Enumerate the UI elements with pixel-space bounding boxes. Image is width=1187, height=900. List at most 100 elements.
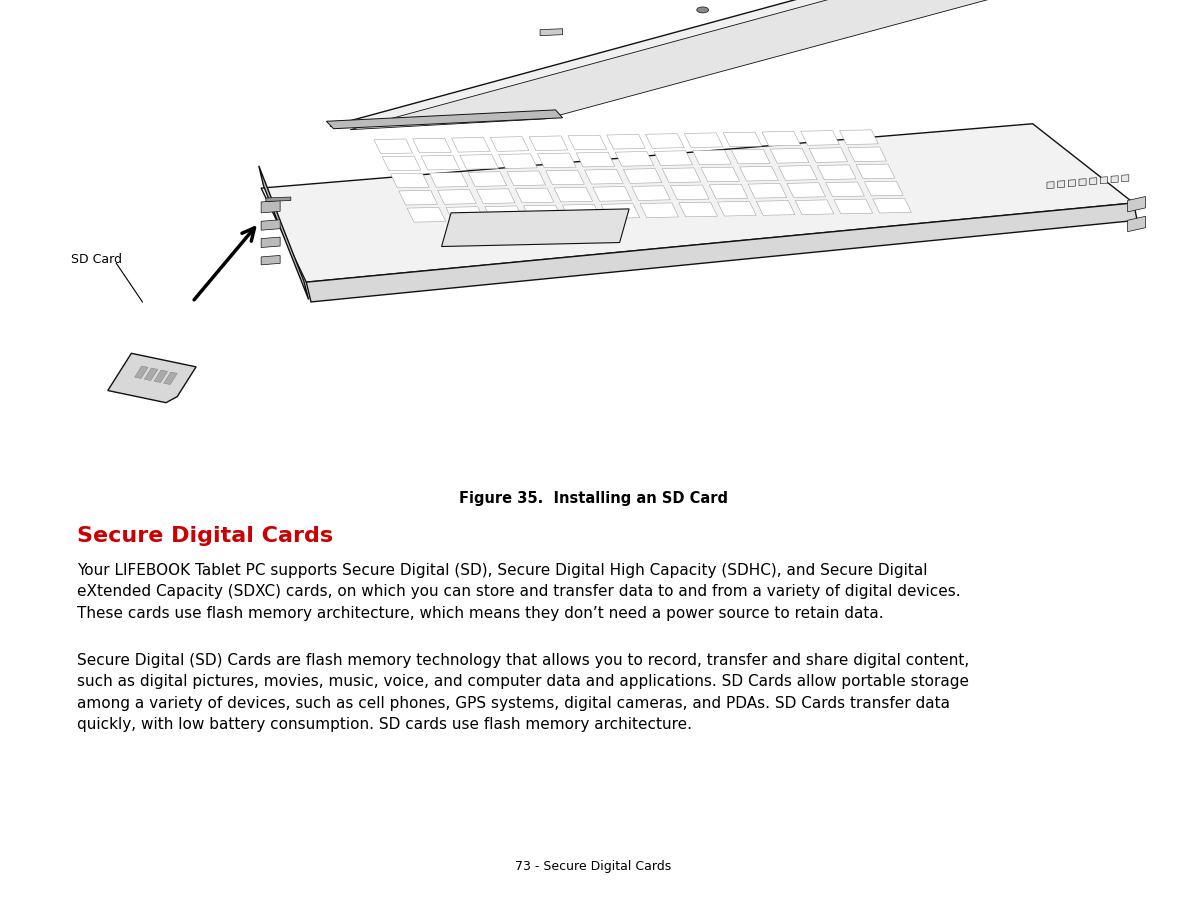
Polygon shape xyxy=(654,151,692,166)
Polygon shape xyxy=(762,131,800,146)
Polygon shape xyxy=(756,201,795,215)
Polygon shape xyxy=(693,150,731,165)
Polygon shape xyxy=(592,186,631,202)
Polygon shape xyxy=(787,183,825,197)
Polygon shape xyxy=(330,0,1074,126)
Polygon shape xyxy=(723,132,762,147)
Polygon shape xyxy=(523,205,563,220)
Polygon shape xyxy=(145,368,158,381)
Polygon shape xyxy=(413,139,451,153)
Polygon shape xyxy=(546,170,584,184)
Polygon shape xyxy=(671,185,709,200)
Polygon shape xyxy=(740,166,779,181)
Polygon shape xyxy=(839,130,878,145)
Polygon shape xyxy=(261,201,280,213)
Polygon shape xyxy=(261,256,280,265)
Polygon shape xyxy=(476,189,515,203)
Polygon shape xyxy=(459,155,499,169)
Polygon shape xyxy=(350,0,1060,130)
Polygon shape xyxy=(748,184,787,198)
Ellipse shape xyxy=(697,7,709,13)
Polygon shape xyxy=(607,134,646,149)
Polygon shape xyxy=(266,197,291,202)
Polygon shape xyxy=(326,110,563,129)
Polygon shape xyxy=(615,151,654,166)
Polygon shape xyxy=(795,200,833,214)
Polygon shape xyxy=(306,203,1137,302)
Polygon shape xyxy=(646,133,684,148)
Text: Secure Digital (SD) Cards are flash memory technology that allows you to record,: Secure Digital (SD) Cards are flash memo… xyxy=(77,652,970,733)
Text: 73 - Secure Digital Cards: 73 - Secure Digital Cards xyxy=(515,860,672,873)
Text: Secure Digital Cards: Secure Digital Cards xyxy=(77,526,334,546)
Polygon shape xyxy=(770,148,808,163)
Text: Figure 35.  Installing an SD Card: Figure 35. Installing an SD Card xyxy=(459,491,728,506)
Polygon shape xyxy=(554,187,592,202)
Polygon shape xyxy=(399,190,438,205)
Polygon shape xyxy=(731,149,770,164)
Polygon shape xyxy=(529,136,567,150)
Polygon shape xyxy=(490,137,529,151)
Polygon shape xyxy=(108,354,196,402)
Polygon shape xyxy=(1068,180,1075,186)
Polygon shape xyxy=(702,167,740,182)
Polygon shape xyxy=(451,138,490,152)
Polygon shape xyxy=(1079,179,1086,185)
Polygon shape xyxy=(538,153,576,167)
Polygon shape xyxy=(1128,216,1145,231)
Polygon shape xyxy=(563,204,601,219)
Polygon shape xyxy=(710,184,748,199)
Polygon shape xyxy=(442,209,629,247)
Polygon shape xyxy=(718,202,756,216)
Polygon shape xyxy=(779,166,817,180)
Polygon shape xyxy=(679,202,717,217)
Polygon shape xyxy=(1090,177,1097,184)
Polygon shape xyxy=(446,207,484,221)
Polygon shape xyxy=(818,165,856,179)
Polygon shape xyxy=(391,173,430,188)
Polygon shape xyxy=(567,135,607,149)
Text: SD Card: SD Card xyxy=(71,254,122,266)
Polygon shape xyxy=(801,130,839,145)
Polygon shape xyxy=(631,185,671,201)
Polygon shape xyxy=(623,168,662,184)
Polygon shape xyxy=(848,147,887,162)
Polygon shape xyxy=(430,173,468,187)
Polygon shape xyxy=(856,164,895,179)
Polygon shape xyxy=(499,154,538,168)
Polygon shape xyxy=(872,198,912,213)
Polygon shape xyxy=(864,181,903,196)
Polygon shape xyxy=(468,172,507,186)
Polygon shape xyxy=(154,370,167,382)
Polygon shape xyxy=(438,190,476,204)
Polygon shape xyxy=(1100,176,1107,184)
Polygon shape xyxy=(134,366,148,379)
Polygon shape xyxy=(1128,196,1145,211)
Polygon shape xyxy=(1111,176,1118,183)
Polygon shape xyxy=(540,29,563,36)
Polygon shape xyxy=(507,171,546,185)
Polygon shape xyxy=(1122,175,1129,182)
Polygon shape xyxy=(601,203,640,219)
Polygon shape xyxy=(407,208,446,222)
Polygon shape xyxy=(259,166,309,300)
Polygon shape xyxy=(1058,181,1065,187)
Polygon shape xyxy=(1047,182,1054,189)
Polygon shape xyxy=(810,148,848,162)
Polygon shape xyxy=(382,156,421,171)
Polygon shape xyxy=(826,182,864,196)
Polygon shape xyxy=(576,152,615,167)
Text: Your LIFEBOOK Tablet PC supports Secure Digital (SD), Secure Digital High Capaci: Your LIFEBOOK Tablet PC supports Secure … xyxy=(77,562,960,621)
Polygon shape xyxy=(261,123,1134,283)
Polygon shape xyxy=(421,156,459,170)
Polygon shape xyxy=(685,133,723,148)
Polygon shape xyxy=(662,168,700,183)
Polygon shape xyxy=(261,237,280,248)
Polygon shape xyxy=(584,169,623,184)
Polygon shape xyxy=(374,139,413,154)
Polygon shape xyxy=(640,202,679,218)
Polygon shape xyxy=(261,220,280,230)
Polygon shape xyxy=(834,199,872,214)
Polygon shape xyxy=(515,188,554,202)
Polygon shape xyxy=(484,206,523,220)
Polygon shape xyxy=(164,372,177,384)
